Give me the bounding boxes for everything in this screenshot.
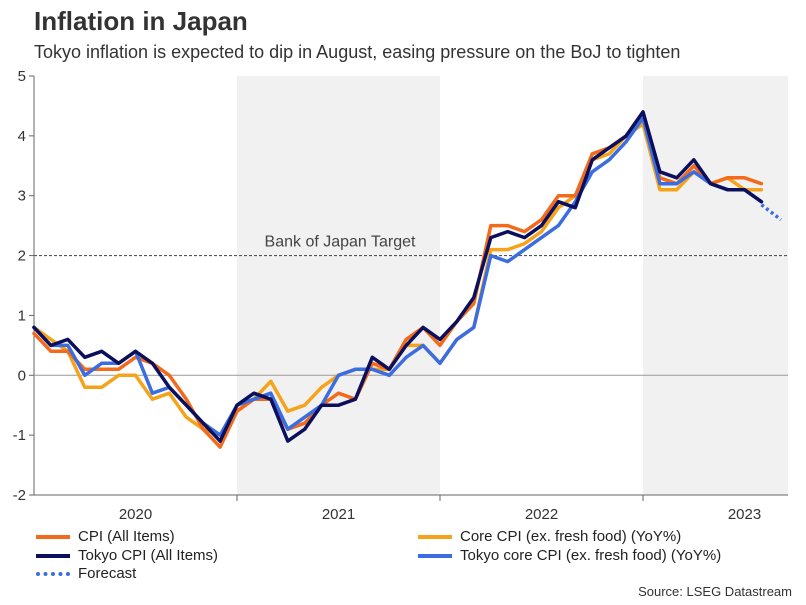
x-tick-label: 2023 <box>728 506 761 523</box>
legend-item-cpi: CPI (All Items) <box>36 528 175 545</box>
legend-label-cpi: CPI (All Items) <box>78 528 175 545</box>
y-tick-label: -1 <box>13 427 26 444</box>
y-tick-label: 1 <box>18 307 26 324</box>
x-tick-label: 2021 <box>322 506 355 523</box>
x-tick-label: 2022 <box>525 506 558 523</box>
legend-swatch-cpi <box>36 534 70 539</box>
y-tick-label: 3 <box>18 188 26 205</box>
series-line-forecast <box>760 203 782 222</box>
y-tick-label: -2 <box>13 487 26 504</box>
y-tick-label: 5 <box>18 68 26 85</box>
legend-label-core: Core CPI (ex. fresh food) (YoY%) <box>460 528 682 545</box>
legend-item-forecast: Forecast <box>36 565 136 582</box>
legend-item-tokyo-core: Tokyo core CPI (ex. fresh food) (YoY%) <box>418 547 721 564</box>
legend-label-tokyo: Tokyo CPI (All Items) <box>78 547 219 564</box>
legend-label-tokyo-core: Tokyo core CPI (ex. fresh food) (YoY%) <box>460 547 722 564</box>
legend-swatch-tokyo-core <box>418 553 452 558</box>
source-note: Source: LSEG Datastream <box>638 584 792 599</box>
shaded-year-2023 <box>643 76 788 495</box>
x-tick-label: 2020 <box>119 506 152 523</box>
series-line-tokyo <box>32 110 764 443</box>
legend-swatch-core <box>418 534 452 539</box>
legend-item-core: Core CPI (ex. fresh food) (YoY%) <box>418 528 681 545</box>
legend-swatch-tokyo <box>36 553 70 558</box>
boj-target-label: Bank of Japan Target <box>265 234 416 251</box>
legend-item-tokyo: Tokyo CPI (All Items) <box>36 547 218 564</box>
chart-subtitle: Tokyo inflation is expected to dip in Au… <box>34 42 681 62</box>
legend-swatch-forecast <box>36 571 70 576</box>
y-tick-label: 4 <box>18 128 26 145</box>
y-tick-label: 2 <box>18 248 26 265</box>
chart-title: Inflation in Japan <box>34 6 248 36</box>
legend-label-forecast: Forecast <box>78 565 137 582</box>
series-line-tokyo-core <box>32 116 764 437</box>
shaded-year-2021 <box>237 76 440 495</box>
y-tick-label: 0 <box>18 367 26 384</box>
